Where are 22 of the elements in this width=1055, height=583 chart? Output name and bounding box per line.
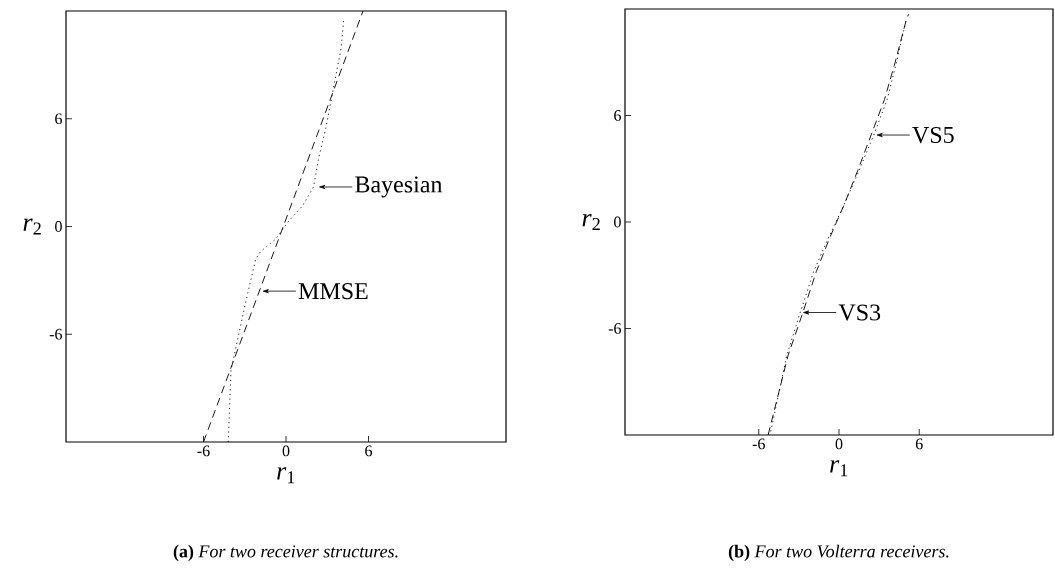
y-tick-label: -6 bbox=[608, 323, 621, 334]
x-axis-title: r$_{1}$ bbox=[830, 460, 848, 477]
annotation: Bayesian bbox=[355, 176, 443, 198]
y-tick-label: 6 bbox=[55, 113, 62, 125]
x-tick-label: -6 bbox=[197, 445, 210, 457]
y-axis-title: r$_{2}$ bbox=[582, 214, 600, 230]
x-tick-label: 6 bbox=[915, 438, 923, 450]
text: (a) For two receiver structures. bbox=[173, 544, 398, 562]
x-tick-label: 0 bbox=[835, 438, 843, 450]
x-axis-title: r$_{1}$ bbox=[277, 467, 295, 484]
y-axis-title: r$_{2}$ bbox=[23, 218, 41, 235]
y-tick-label: 6 bbox=[614, 110, 621, 121]
annotation: VS3 bbox=[838, 304, 881, 321]
y-tick-label: 0 bbox=[55, 221, 62, 232]
x-tick-label: 0 bbox=[282, 445, 290, 457]
x-tick-label: 6 bbox=[365, 445, 373, 457]
annotation: MMSE bbox=[298, 283, 368, 300]
x-tick-label: -6 bbox=[752, 438, 765, 450]
text: (b) For two Volterra receivers. bbox=[728, 544, 949, 562]
y-tick-label: 0 bbox=[614, 216, 621, 228]
y-tick-label: -6 bbox=[49, 328, 62, 340]
annotation: VS5 bbox=[912, 126, 954, 144]
